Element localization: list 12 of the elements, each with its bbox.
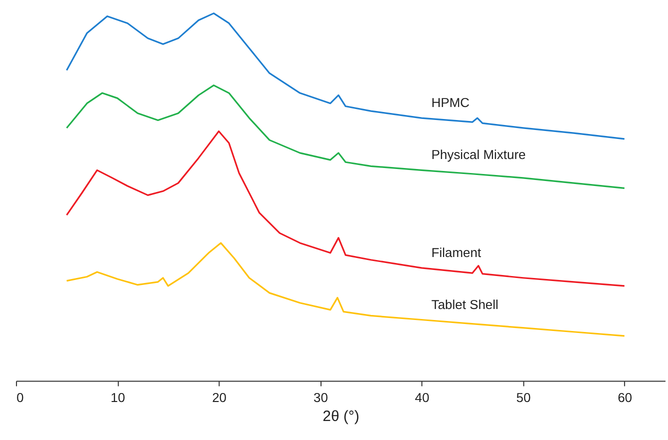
series-label: Tablet Shell [431,296,499,312]
x-tick-label: 60 [618,390,632,406]
x-tick-label: 20 [212,390,227,406]
x-tick-label: 0 [16,390,24,406]
x-tick-label: 50 [516,390,531,406]
series-label: HPMC [431,95,470,110]
x-tick-label: 40 [414,390,430,406]
x-tick-label: 30 [313,390,328,406]
series-label: Filament [431,244,482,260]
series-label: Physical Mixture [431,147,526,162]
x-tick-label: 10 [110,390,126,406]
x-axis-title: 2θ (°) [322,408,360,426]
